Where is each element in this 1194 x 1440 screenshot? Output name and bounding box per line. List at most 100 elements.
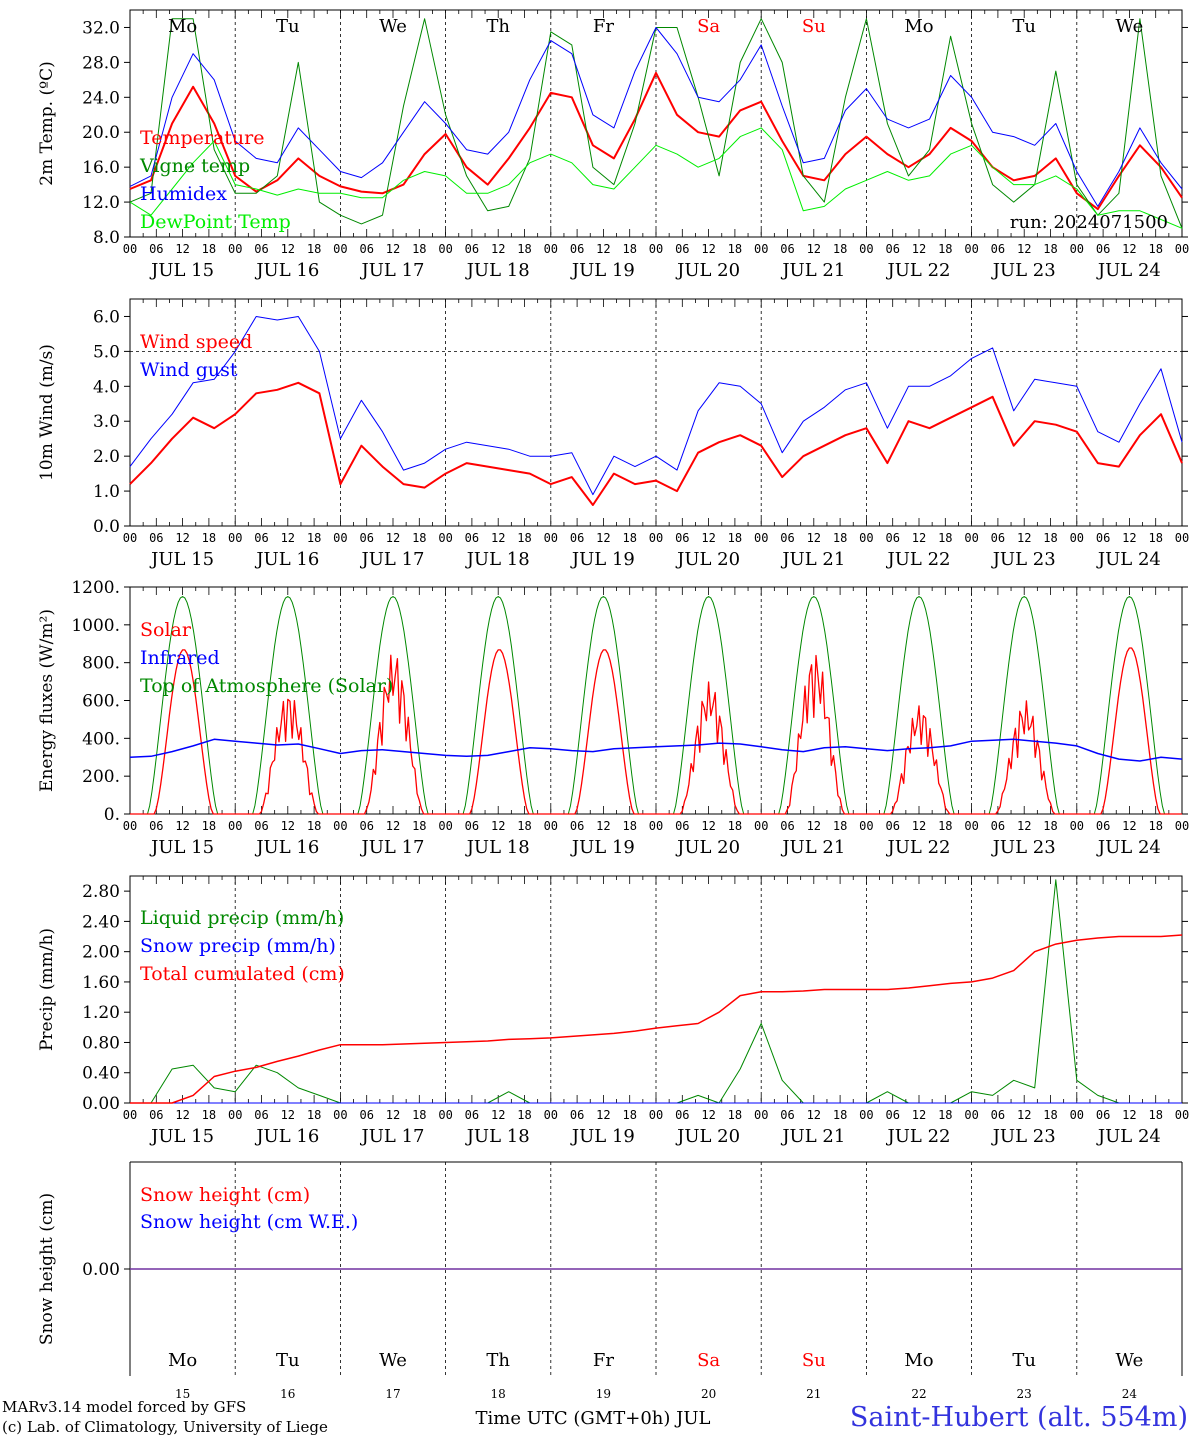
hour-tick-label: 06: [465, 819, 479, 833]
hour-tick-label: 06: [675, 242, 689, 256]
hour-tick-label: 06: [780, 531, 794, 545]
hour-tick-label: 12: [175, 1108, 189, 1122]
hour-tick-label: 00: [859, 242, 873, 256]
y-tick-label: 16.0: [82, 158, 120, 178]
date-label: JUL 24: [1096, 837, 1161, 858]
hour-tick-label: 12: [491, 1108, 505, 1122]
hour-tick-label: 18: [622, 242, 636, 256]
day-number-label: 24: [1122, 1387, 1138, 1401]
hour-tick-label: 00: [123, 819, 137, 833]
y-axis-label: Energy fluxes (W/m²): [37, 609, 57, 792]
date-label: JUL 23: [991, 1126, 1056, 1147]
hour-tick-label: 12: [281, 1108, 295, 1122]
hour-tick-label: 18: [412, 531, 426, 545]
hour-tick-label: 06: [570, 1108, 584, 1122]
hour-tick-label: 18: [412, 242, 426, 256]
y-tick-label: 1.60: [82, 973, 120, 993]
hour-tick-label: 12: [281, 819, 295, 833]
hour-tick-label: 06: [359, 531, 373, 545]
hour-tick-label: 18: [517, 242, 531, 256]
hour-tick-label: 00: [754, 531, 768, 545]
y-axis-label: 10m Wind (m/s): [37, 344, 57, 481]
hour-tick-label: 18: [833, 819, 847, 833]
hour-tick-label: 12: [912, 1108, 926, 1122]
hour-tick-label: 06: [254, 531, 268, 545]
y-tick-label: 8.0: [93, 228, 120, 248]
hour-tick-label: 12: [1017, 819, 1031, 833]
hour-tick-label: 00: [123, 242, 137, 256]
date-label: JUL 15: [149, 549, 214, 570]
hour-tick-label: 18: [202, 1108, 216, 1122]
date-label: JUL 19: [570, 837, 635, 858]
legend-entry: Wind gust: [140, 359, 238, 381]
hour-tick-label: 12: [596, 531, 610, 545]
hour-tick-label: 12: [701, 531, 715, 545]
hour-tick-label: 06: [254, 819, 268, 833]
hour-tick-label: 06: [885, 819, 899, 833]
hour-tick-label: 18: [938, 531, 952, 545]
infrared-line: [129, 738, 1183, 762]
y-axis-label: 2m Temp. (ºC): [37, 61, 57, 186]
hour-tick-label: 00: [438, 1108, 452, 1122]
date-label: JUL 18: [465, 260, 530, 281]
hour-tick-label: 06: [149, 819, 163, 833]
hour-tick-label: 06: [254, 1108, 268, 1122]
day-number-label: 17: [385, 1387, 400, 1401]
weekday-label: Tu: [276, 1350, 300, 1371]
hour-tick-label: 12: [386, 242, 400, 256]
hour-tick-label: 00: [1070, 819, 1084, 833]
hour-tick-label: 00: [228, 1108, 242, 1122]
hour-tick-label: 06: [885, 1108, 899, 1122]
date-label: JUL 21: [780, 260, 845, 281]
legend-entry: Liquid precip (mm/h): [140, 907, 344, 929]
hour-tick-label: 06: [465, 531, 479, 545]
day-number-label: 21: [806, 1387, 821, 1401]
date-label: JUL 23: [991, 549, 1056, 570]
date-label: JUL 22: [886, 1126, 951, 1147]
hour-tick-label: 12: [386, 531, 400, 545]
y-tick-label: 0.40: [82, 1064, 120, 1084]
series-line: [129, 381, 1183, 506]
day-number-label: 20: [701, 1387, 716, 1401]
hour-tick-label: 00: [754, 1108, 768, 1122]
hour-tick-label: 12: [596, 242, 610, 256]
hour-tick-label: 06: [1096, 1108, 1110, 1122]
hour-tick-label: 18: [1043, 1108, 1057, 1122]
hour-tick-label: 06: [1096, 531, 1110, 545]
hour-tick-label: 12: [491, 242, 505, 256]
hour-tick-label: 12: [807, 531, 821, 545]
date-label: JUL 17: [360, 837, 425, 858]
hour-tick-label: 00: [964, 242, 978, 256]
hour-tick-label: 12: [491, 819, 505, 833]
hour-tick-label: 00: [964, 1108, 978, 1122]
hour-tick-label: 18: [833, 242, 847, 256]
day-number-label: 23: [1017, 1387, 1032, 1401]
y-tick-label: 20.0: [82, 123, 120, 143]
hour-tick-label: 06: [359, 1108, 373, 1122]
day-number-label: 15: [175, 1387, 190, 1401]
date-label: JUL 20: [675, 549, 740, 570]
hour-tick-label: 00: [649, 819, 663, 833]
hour-tick-label: 18: [728, 1108, 742, 1122]
hour-tick-label: 18: [307, 242, 321, 256]
hour-tick-label: 06: [780, 1108, 794, 1122]
y-tick-label: 0.00: [82, 1260, 120, 1280]
hour-tick-label: 00: [859, 819, 873, 833]
hour-tick-label: 12: [807, 819, 821, 833]
date-label: JUL 19: [570, 1126, 635, 1147]
legend-entry: Infrared: [140, 647, 220, 669]
legend-entry: Humidex: [140, 183, 227, 205]
day-number-label: 19: [596, 1387, 611, 1401]
legend-entry: Vigne temp: [139, 155, 250, 177]
hour-tick-label: 18: [307, 1108, 321, 1122]
hour-tick-label: 00: [1175, 531, 1189, 545]
hour-tick-label: 00: [438, 242, 452, 256]
hour-tick-label: 18: [517, 531, 531, 545]
hour-tick-label: 00: [649, 1108, 663, 1122]
hour-tick-label: 12: [1017, 242, 1031, 256]
weekday-label: Fr: [593, 1350, 614, 1371]
hour-tick-label: 06: [991, 819, 1005, 833]
hour-tick-label: 06: [675, 1108, 689, 1122]
y-tick-label: 1.0: [93, 482, 120, 502]
weekday-label: Sa: [697, 16, 720, 37]
